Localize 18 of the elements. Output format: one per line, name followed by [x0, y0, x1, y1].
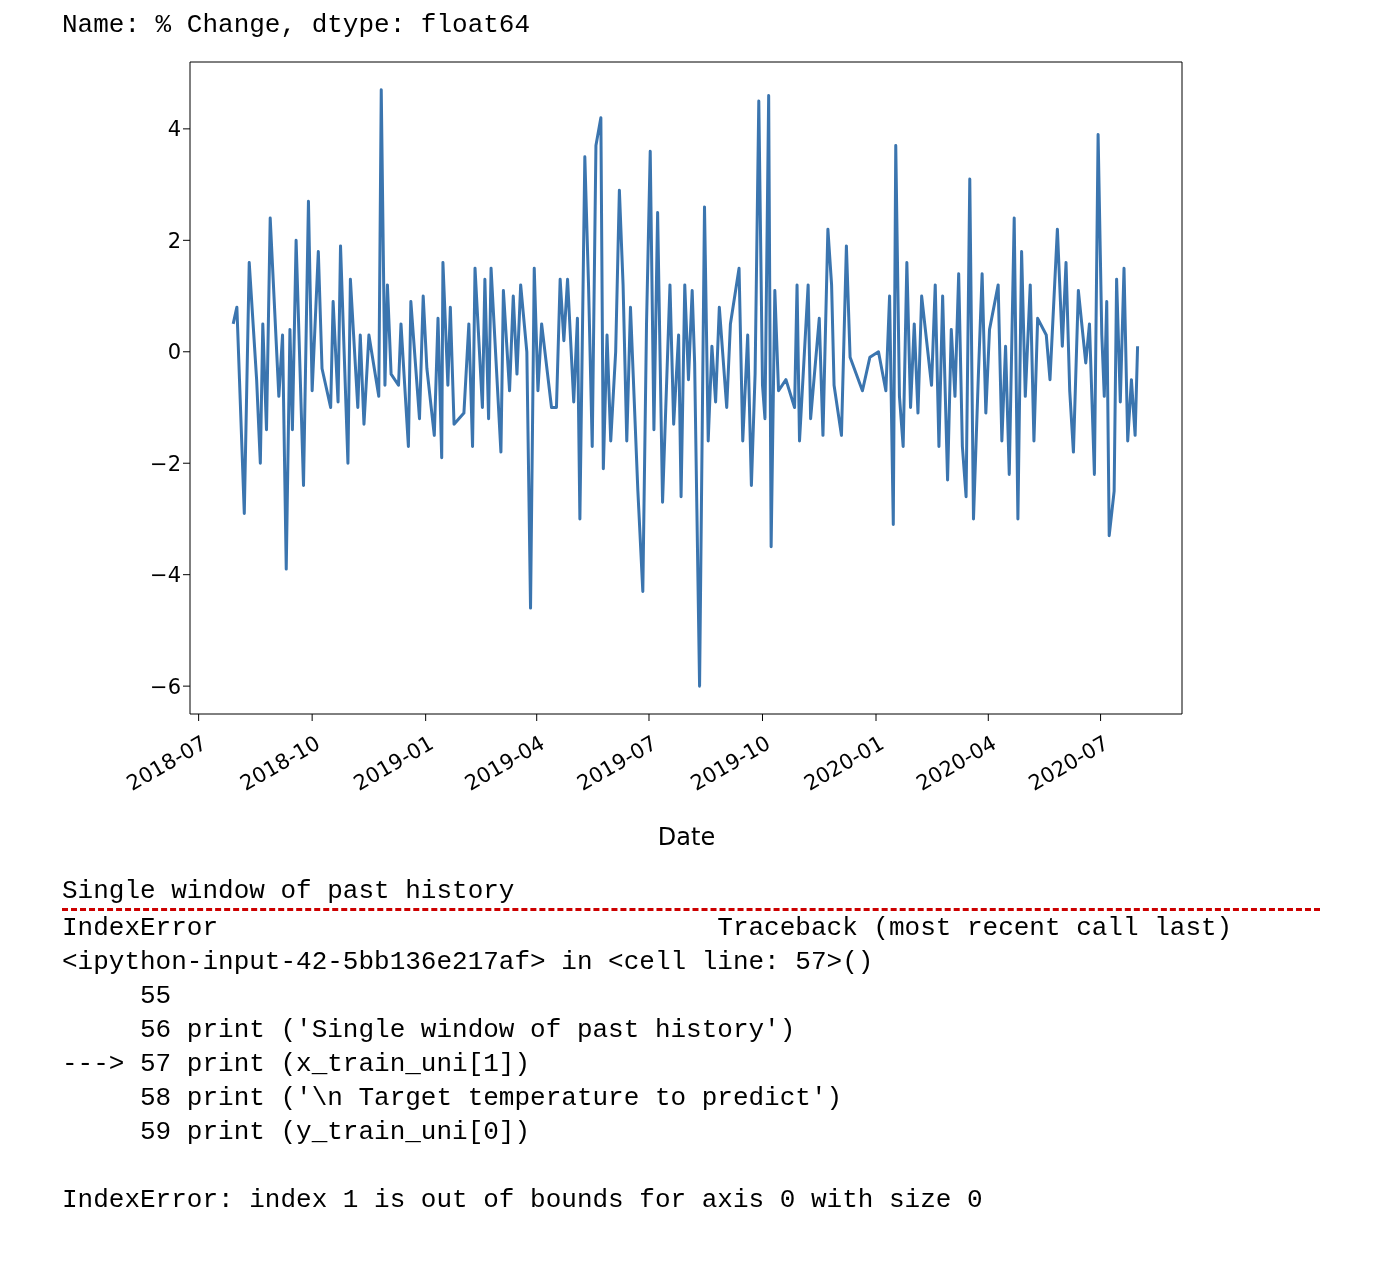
text: 55: [139, 980, 173, 1013]
text: ---> 57 print (x_train_uni[1]): [62, 1048, 532, 1081]
y-tick-label: 4: [167, 117, 181, 142]
y-tick-label: −6: [150, 674, 181, 699]
y-tick-label: −2: [150, 451, 181, 476]
line-series: [231, 88, 1140, 688]
text: 58 print ('\n Target temperature to predict'): [139, 1082, 844, 1115]
text: IndexError Traceback (most recent call last): [62, 912, 1234, 945]
text: 56 print ('Single window of past history'): [139, 1014, 797, 1047]
text: Single window of past history: [62, 875, 516, 908]
y-tick-label: 2: [167, 228, 181, 253]
y-tick-label: −4: [150, 563, 181, 588]
text: IndexError: index 1 is out of bounds for axis 0 with size 0: [62, 1184, 984, 1217]
text: 59 print (y_train_uni[0]): [139, 1116, 532, 1149]
text: Name: % Change, dtype: float64: [62, 10, 531, 40]
x-axis-title: Date: [656, 823, 717, 851]
text: <ipython-input-42-5bb136e217af> in <cell line: 57>(): [62, 946, 875, 979]
y-tick-label: 0: [167, 340, 181, 365]
